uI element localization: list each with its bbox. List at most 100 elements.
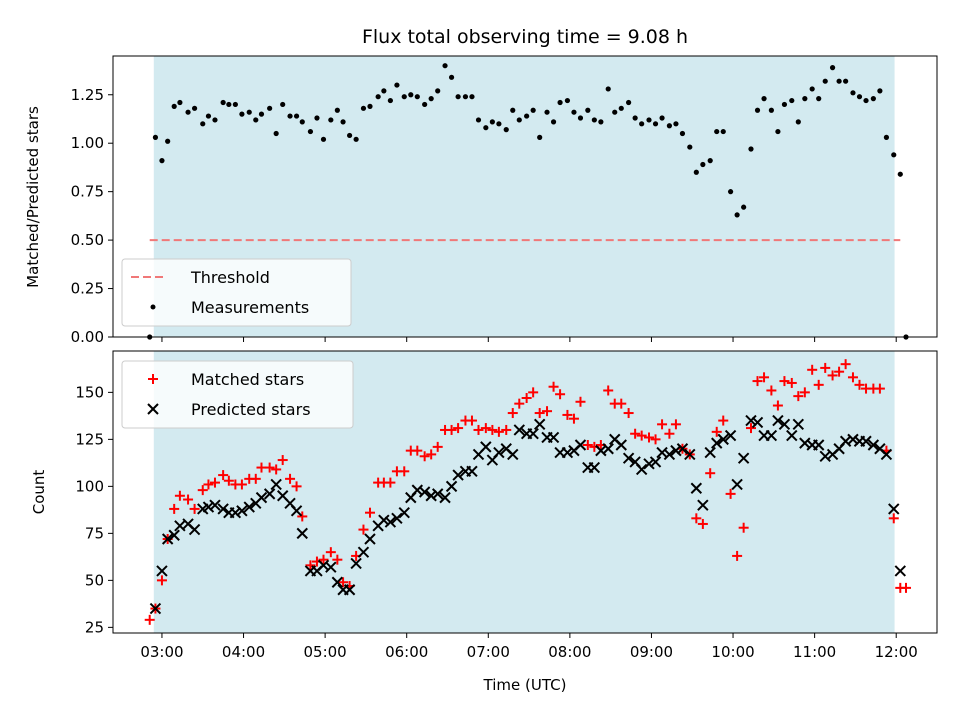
predicted-star-point bbox=[425, 490, 437, 502]
matched-star-point bbox=[664, 428, 675, 439]
matched-star-point bbox=[277, 455, 288, 466]
chart-title: Flux total observing time = 9.08 h bbox=[362, 26, 688, 48]
matched-star-point bbox=[711, 426, 722, 437]
measurement-point bbox=[353, 136, 359, 142]
matched-star-point bbox=[493, 426, 504, 437]
measurement-point bbox=[748, 146, 754, 152]
bottom-y-tick-label: 100 bbox=[75, 477, 104, 495]
measurement-point bbox=[422, 101, 428, 108]
predicted-star-point bbox=[772, 414, 784, 427]
bottom-y-tick-label: 75 bbox=[85, 524, 104, 542]
predicted-star-point bbox=[635, 463, 648, 476]
measurement-point bbox=[185, 109, 191, 115]
predicted-star-point bbox=[643, 458, 655, 470]
predicted-star-point bbox=[452, 469, 464, 481]
matched-star-point bbox=[236, 479, 247, 490]
measurement-point bbox=[863, 97, 869, 104]
bottom-x-tick-label: 08:00 bbox=[548, 643, 591, 661]
measurement-point bbox=[720, 128, 726, 135]
predicted-star-point bbox=[480, 441, 492, 453]
measurement-point bbox=[401, 94, 407, 100]
predicted-star-point bbox=[445, 480, 458, 493]
measurement-point bbox=[340, 119, 346, 125]
measurement-point bbox=[220, 99, 226, 106]
matched-star-point bbox=[338, 577, 349, 588]
measurement-point bbox=[761, 96, 767, 102]
bottom-y-tick-label: 25 bbox=[85, 618, 104, 636]
measurement-point bbox=[442, 63, 448, 69]
predicted-star-point bbox=[670, 444, 682, 457]
predicted-star-point bbox=[202, 501, 215, 513]
measurement-point bbox=[775, 128, 781, 135]
predicted-star-point bbox=[168, 529, 180, 541]
predicted-star-point bbox=[384, 516, 397, 528]
predicted-star-point bbox=[867, 439, 880, 451]
measurement-point bbox=[328, 117, 334, 123]
matched-star-point bbox=[325, 547, 336, 558]
measurement-point bbox=[646, 117, 652, 123]
measurement-point bbox=[253, 117, 259, 123]
matched-star-point bbox=[623, 408, 634, 419]
matched-star-point bbox=[487, 424, 498, 435]
predicted-star-point bbox=[880, 448, 893, 461]
measurement-point bbox=[891, 152, 897, 158]
measurement-point bbox=[435, 88, 441, 94]
predicted-star-point bbox=[439, 491, 451, 504]
matched-star-point bbox=[419, 451, 430, 462]
measurement-point bbox=[346, 132, 353, 139]
predicted-star-point bbox=[513, 424, 525, 436]
matched-star-point bbox=[189, 503, 200, 514]
bottom-x-tick-label: 06:00 bbox=[385, 643, 428, 661]
matched-star-point bbox=[501, 424, 512, 435]
bottom-y-tick-label: 150 bbox=[75, 383, 104, 401]
predicted-legend-marker bbox=[147, 403, 159, 415]
measurement-point bbox=[394, 82, 400, 88]
measurement-point bbox=[273, 130, 279, 137]
predicted-stars-series bbox=[149, 414, 906, 615]
bottom-x-tick-label: 03:00 bbox=[140, 643, 183, 661]
matched-star-point bbox=[223, 475, 234, 486]
predicted-star-point bbox=[731, 478, 743, 491]
bottom-x-tick-label: 12:00 bbox=[875, 643, 918, 661]
measurement-point bbox=[741, 204, 747, 210]
measurement-point bbox=[727, 189, 734, 195]
measurement-point bbox=[666, 123, 673, 129]
measurement-point bbox=[510, 107, 516, 113]
matched-star-point bbox=[732, 550, 743, 561]
measurement-point bbox=[585, 107, 591, 113]
matched-star-point bbox=[847, 372, 858, 383]
bottom-x-tick-label: 04:00 bbox=[222, 643, 265, 661]
predicted-star-point bbox=[684, 448, 696, 461]
measurement-point bbox=[503, 127, 509, 133]
measurement-point bbox=[557, 99, 563, 106]
measurement-point bbox=[307, 128, 314, 135]
predicted-star-point bbox=[602, 443, 614, 455]
predicted-star-point bbox=[236, 505, 248, 517]
predicted-star-point bbox=[622, 452, 635, 464]
matched-star-point bbox=[772, 400, 783, 411]
threshold-legend-label: Threshold bbox=[190, 268, 270, 287]
bottom-x-axis: 03:00 04:00 05:00 06:00 07:00 08:00 09:00 10:00… bbox=[140, 633, 918, 661]
measurement-point bbox=[829, 65, 836, 71]
predicted-star-point bbox=[398, 506, 410, 519]
matched-star-point bbox=[264, 462, 275, 473]
matched-star-point bbox=[385, 477, 396, 488]
predicted-star-point bbox=[704, 446, 716, 459]
measurement-point bbox=[375, 94, 381, 100]
matched-star-point bbox=[766, 385, 777, 396]
matched-star-point bbox=[473, 424, 484, 435]
top-axes-frame bbox=[112, 55, 938, 338]
matched-star-point bbox=[197, 485, 208, 496]
matched-star-point bbox=[759, 372, 770, 383]
measurement-point bbox=[809, 86, 815, 92]
matched-star-point bbox=[285, 473, 296, 484]
measurement-point bbox=[239, 111, 245, 117]
measurement-point bbox=[639, 121, 645, 127]
bottom-x-tick-label: 05:00 bbox=[304, 643, 347, 661]
predicted-star-point bbox=[574, 439, 587, 451]
predicted-star-point bbox=[331, 576, 344, 588]
measurement-point bbox=[191, 105, 198, 111]
measurement-point bbox=[448, 74, 455, 80]
matched-star-point bbox=[786, 377, 797, 388]
